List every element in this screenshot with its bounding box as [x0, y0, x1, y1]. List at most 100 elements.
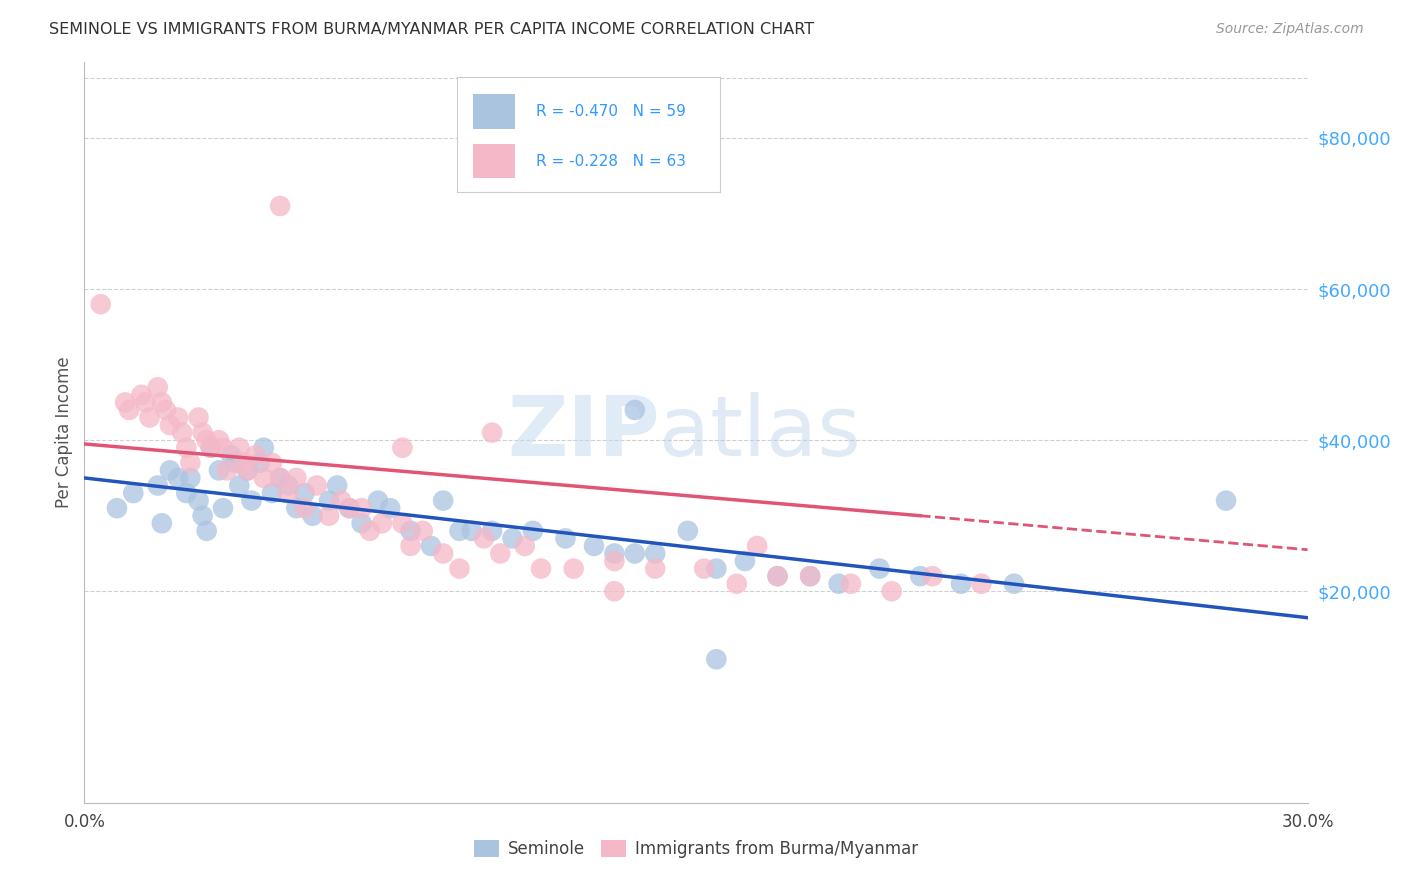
Point: [371, 516, 394, 531]
Point: [502, 532, 524, 546]
Point: [432, 547, 454, 561]
Point: [138, 410, 160, 425]
Point: [339, 501, 361, 516]
Point: [277, 478, 299, 492]
Point: [285, 471, 308, 485]
Point: [412, 524, 434, 538]
Point: [236, 463, 259, 477]
Point: [285, 501, 308, 516]
Text: SEMINOLE VS IMMIGRANTS FROM BURMA/MYANMAR PER CAPITA INCOME CORRELATION CHART: SEMINOLE VS IMMIGRANTS FROM BURMA/MYANMA…: [49, 22, 814, 37]
Point: [644, 547, 666, 561]
Point: [159, 418, 181, 433]
Text: Source: ZipAtlas.com: Source: ZipAtlas.com: [1216, 22, 1364, 37]
Point: [522, 524, 544, 538]
Point: [472, 532, 495, 546]
Point: [799, 569, 821, 583]
Point: [554, 532, 576, 546]
Point: [318, 508, 340, 523]
Y-axis label: Per Capita Income: Per Capita Income: [55, 357, 73, 508]
Point: [146, 478, 169, 492]
Point: [583, 539, 606, 553]
Point: [118, 403, 141, 417]
Point: [277, 486, 299, 500]
Point: [624, 403, 647, 417]
Point: [90, 297, 112, 311]
Text: ZIP: ZIP: [506, 392, 659, 473]
Point: [236, 463, 259, 477]
Point: [217, 463, 239, 477]
Point: [734, 554, 756, 568]
Point: [224, 456, 246, 470]
Point: [420, 539, 443, 553]
Point: [326, 478, 349, 492]
Point: [135, 395, 157, 409]
Point: [391, 516, 413, 531]
Point: [187, 493, 209, 508]
Point: [766, 569, 789, 583]
Point: [179, 471, 201, 485]
Text: atlas: atlas: [659, 392, 860, 473]
Point: [195, 524, 218, 538]
Point: [269, 471, 291, 485]
Point: [839, 576, 862, 591]
Point: [644, 561, 666, 575]
Point: [799, 569, 821, 583]
Point: [367, 493, 389, 508]
Point: [187, 410, 209, 425]
Point: [150, 395, 173, 409]
Point: [146, 380, 169, 394]
Point: [350, 501, 373, 516]
Point: [260, 486, 283, 500]
Point: [232, 456, 254, 470]
Point: [950, 576, 973, 591]
Point: [449, 561, 471, 575]
Point: [260, 456, 283, 470]
Point: [167, 410, 190, 425]
Point: [167, 471, 190, 485]
Point: [359, 524, 381, 538]
Point: [380, 501, 402, 516]
Point: [212, 501, 235, 516]
Point: [301, 508, 323, 523]
Point: [339, 501, 361, 516]
Point: [603, 554, 626, 568]
Point: [603, 547, 626, 561]
Point: [200, 441, 222, 455]
Point: [122, 486, 145, 500]
Point: [208, 463, 231, 477]
Point: [305, 478, 328, 492]
Point: [150, 516, 173, 531]
Point: [174, 486, 197, 500]
Point: [562, 561, 585, 575]
Point: [269, 471, 291, 485]
Point: [228, 478, 250, 492]
Point: [200, 441, 222, 455]
Point: [481, 425, 503, 440]
Point: [219, 448, 242, 462]
Point: [766, 569, 789, 583]
Point: [513, 539, 536, 553]
Point: [172, 425, 194, 440]
Point: [269, 199, 291, 213]
Point: [318, 493, 340, 508]
Point: [880, 584, 903, 599]
Point: [481, 524, 503, 538]
Point: [114, 395, 136, 409]
Point: [245, 448, 267, 462]
Point: [921, 569, 943, 583]
Point: [970, 576, 993, 591]
Point: [432, 493, 454, 508]
Point: [489, 547, 512, 561]
Point: [240, 493, 263, 508]
Point: [179, 456, 201, 470]
Point: [603, 584, 626, 599]
Point: [191, 508, 214, 523]
Point: [253, 471, 276, 485]
Point: [399, 539, 422, 553]
Point: [155, 403, 177, 417]
Legend: Seminole, Immigrants from Burma/Myanmar: Seminole, Immigrants from Burma/Myanmar: [468, 833, 924, 865]
Point: [747, 539, 769, 553]
Point: [399, 524, 422, 538]
Point: [350, 516, 373, 531]
Point: [294, 486, 316, 500]
